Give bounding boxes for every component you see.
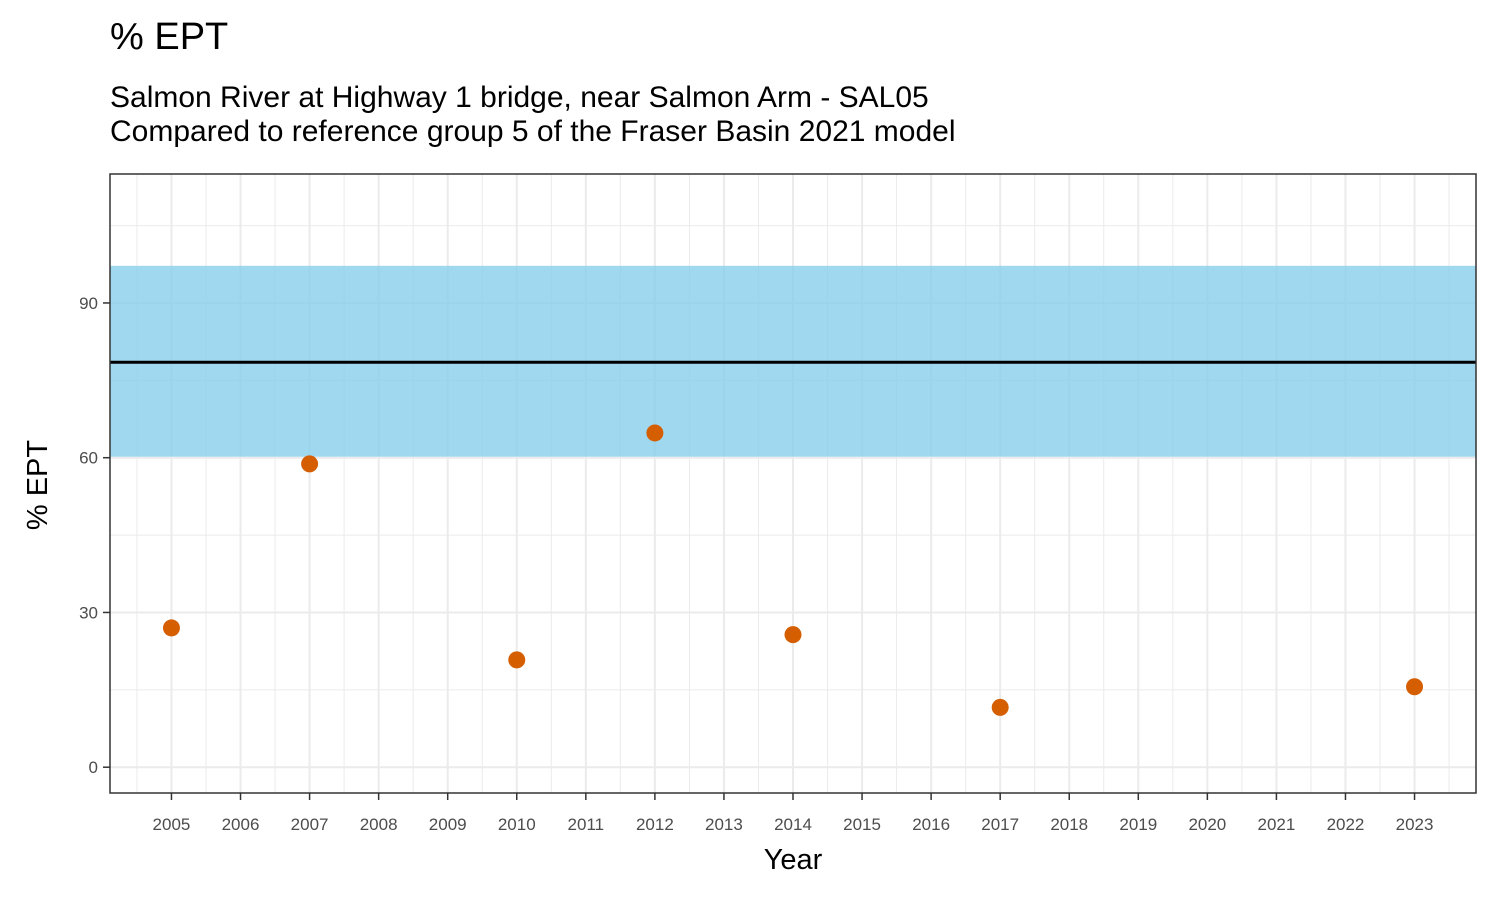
x-tick-label: 2022 <box>1327 815 1365 834</box>
x-tick-label: 2013 <box>705 815 743 834</box>
x-tick-label: 2020 <box>1188 815 1226 834</box>
x-tick-label: 2023 <box>1396 815 1434 834</box>
x-tick-label: 2011 <box>568 815 605 834</box>
chart-subtitle-line-1: Salmon River at Highway 1 bridge, near S… <box>110 81 929 114</box>
y-tick-label: 90 <box>79 294 98 313</box>
data-point <box>646 424 664 442</box>
data-point <box>784 626 802 644</box>
y-tick-label: 0 <box>89 758 98 777</box>
x-tick-label: 2008 <box>360 815 398 834</box>
data-point <box>162 619 180 637</box>
y-axis: 0 30 60 90 <box>79 294 110 777</box>
x-tick-label: 2014 <box>774 815 812 834</box>
chart-subtitle-line-2: Compared to reference group 5 of the Fra… <box>110 115 956 148</box>
x-tick-label: 2006 <box>222 815 260 834</box>
data-point <box>991 698 1009 716</box>
x-tick-label: 2021 <box>1258 815 1296 834</box>
x-tick-label: 2012 <box>636 815 674 834</box>
x-axis: 2005 2006 2007 2008 2009 2010 2011 2012 2013 2014… <box>153 793 1434 834</box>
x-tick-label: 2007 <box>291 815 329 834</box>
y-tick-label: 30 <box>79 603 98 622</box>
x-tick-label: 2016 <box>912 815 950 834</box>
x-axis-title: Year <box>764 844 823 876</box>
data-point <box>1406 678 1424 696</box>
x-tick-label: 2015 <box>843 815 881 834</box>
data-points <box>162 424 1424 716</box>
y-axis-title: % EPT <box>22 440 54 531</box>
data-point <box>301 455 319 473</box>
x-tick-label: 2019 <box>1119 815 1157 834</box>
data-point <box>508 651 526 669</box>
y-tick-label: 60 <box>79 449 98 468</box>
chart-title: % EPT <box>110 16 229 58</box>
x-tick-label: 2017 <box>981 815 1019 834</box>
x-tick-label: 2010 <box>498 815 536 834</box>
x-tick-label: 2009 <box>429 815 467 834</box>
x-tick-label: 2005 <box>153 815 191 834</box>
x-tick-label: 2018 <box>1050 815 1088 834</box>
